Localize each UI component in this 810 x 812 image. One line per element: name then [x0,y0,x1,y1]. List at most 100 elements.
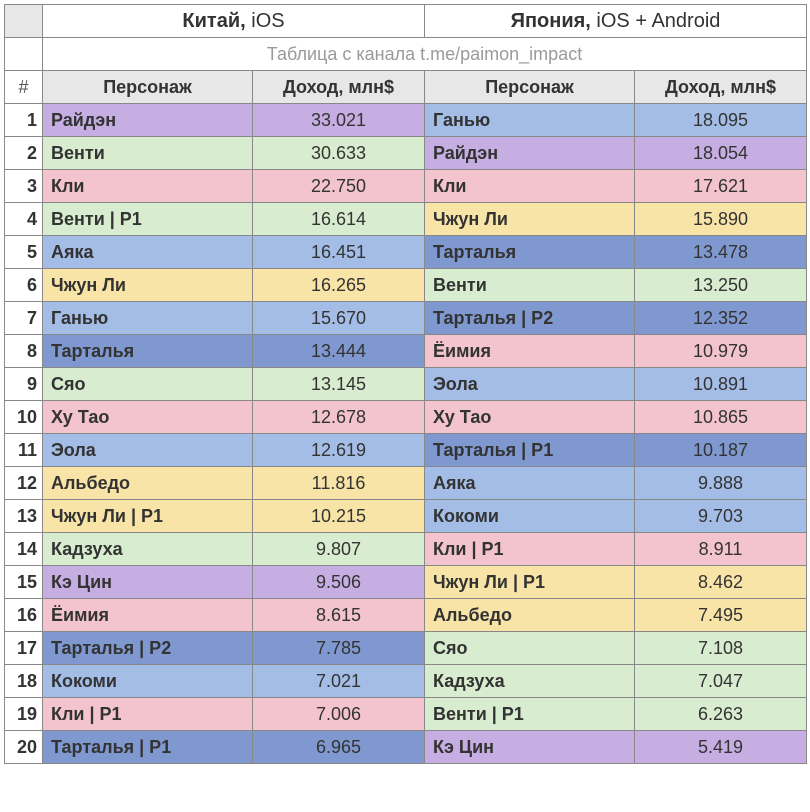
rank-cell: 13 [5,500,43,533]
char-cell-jp: Ёимия [425,335,635,368]
rev-cell-jp: 7.495 [635,599,807,632]
region-name-japan: Япония, [511,10,591,32]
char-cell-cn: Ганью [43,302,253,335]
char-cell-cn: Аяка [43,236,253,269]
table-body: 1Райдэн33.021Ганью18.0952Венти30.633Райд… [5,104,807,764]
table-row: 19Кли | Р17.006Венти | Р16.263 [5,698,807,731]
table-row: 11Эола12.619Тарталья | Р110.187 [5,434,807,467]
rev-cell-cn: 13.145 [253,368,425,401]
rank-cell: 5 [5,236,43,269]
rank-cell: 3 [5,170,43,203]
char-cell-cn: Кли | Р1 [43,698,253,731]
rev-cell-cn: 16.265 [253,269,425,302]
char-cell-cn: Альбедо [43,467,253,500]
table-row: 17Тарталья | Р27.785Сяо7.108 [5,632,807,665]
rev-cell-jp: 8.911 [635,533,807,566]
char-cell-cn: Чжун Ли [43,269,253,302]
rev-cell-jp: 5.419 [635,731,807,764]
rev-cell-jp: 18.095 [635,104,807,137]
subtitle-row: Таблица с канала t.me/paimon_impact [5,38,807,71]
region-platform-japan: iOS + Android [591,10,721,32]
table-row: 2Венти30.633Райдэн18.054 [5,137,807,170]
rank-header: # [5,71,43,104]
rev-cell-jp: 17.621 [635,170,807,203]
rev-cell-jp: 18.054 [635,137,807,170]
rev-cell-cn: 7.006 [253,698,425,731]
rev-cell-cn: 12.619 [253,434,425,467]
revenue-table: Китай, iOS Япония, iOS + Android Таблица… [4,4,807,764]
rank-cell: 20 [5,731,43,764]
char-cell-jp: Венти [425,269,635,302]
rev-cell-jp: 13.478 [635,236,807,269]
table-row: 7Ганью15.670Тарталья | Р212.352 [5,302,807,335]
rank-cell: 19 [5,698,43,731]
col-header-rev-cn: Доход, млн$ [253,71,425,104]
char-cell-cn: Чжун Ли | Р1 [43,500,253,533]
col-header-rev-jp: Доход, млн$ [635,71,807,104]
char-cell-jp: Эола [425,368,635,401]
table-row: 6Чжун Ли16.265Венти13.250 [5,269,807,302]
table-row: 1Райдэн33.021Ганью18.095 [5,104,807,137]
char-cell-jp: Тарталья | Р1 [425,434,635,467]
col-header-char-cn: Персонаж [43,71,253,104]
table-row: 3Кли22.750Кли17.621 [5,170,807,203]
rank-cell: 2 [5,137,43,170]
rev-cell-jp: 10.865 [635,401,807,434]
rank-cell: 9 [5,368,43,401]
char-cell-jp: Кэ Цин [425,731,635,764]
char-cell-jp: Сяо [425,632,635,665]
table-row: 4Венти | Р116.614Чжун Ли15.890 [5,203,807,236]
char-cell-cn: Ёимия [43,599,253,632]
rank-cell: 14 [5,533,43,566]
char-cell-jp: Чжун Ли | Р1 [425,566,635,599]
rev-cell-jp: 10.187 [635,434,807,467]
char-cell-jp: Венти | Р1 [425,698,635,731]
rank-cell: 15 [5,566,43,599]
column-header-row: # Персонаж Доход, млн$ Персонаж Доход, м… [5,71,807,104]
char-cell-jp: Ганью [425,104,635,137]
rev-cell-jp: 12.352 [635,302,807,335]
table-row: 13Чжун Ли | Р110.215Кокоми9.703 [5,500,807,533]
rank-cell: 17 [5,632,43,665]
table-row: 14Кадзуха9.807Кли | Р18.911 [5,533,807,566]
char-cell-cn: Тарталья | Р2 [43,632,253,665]
rank-cell: 4 [5,203,43,236]
rev-cell-jp: 7.108 [635,632,807,665]
rev-cell-cn: 9.807 [253,533,425,566]
region-platform-china: iOS [246,10,285,32]
char-cell-cn: Кадзуха [43,533,253,566]
region-header-china: Китай, iOS [43,5,425,38]
rev-cell-cn: 6.965 [253,731,425,764]
char-cell-jp: Аяка [425,467,635,500]
rev-cell-jp: 13.250 [635,269,807,302]
char-cell-cn: Райдэн [43,104,253,137]
rev-cell-cn: 9.506 [253,566,425,599]
char-cell-cn: Ху Тао [43,401,253,434]
rev-cell-jp: 10.979 [635,335,807,368]
region-name-china: Китай, [182,10,245,32]
char-cell-jp: Кли [425,170,635,203]
char-cell-cn: Венти [43,137,253,170]
rev-cell-cn: 33.021 [253,104,425,137]
table-row: 16Ёимия8.615Альбедо7.495 [5,599,807,632]
char-cell-jp: Ху Тао [425,401,635,434]
rev-cell-cn: 16.451 [253,236,425,269]
rev-cell-cn: 10.215 [253,500,425,533]
char-cell-jp: Кли | Р1 [425,533,635,566]
rev-cell-cn: 15.670 [253,302,425,335]
char-cell-jp: Кокоми [425,500,635,533]
corner-blank [5,5,43,38]
rank-cell: 1 [5,104,43,137]
char-cell-cn: Эола [43,434,253,467]
rev-cell-jp: 9.703 [635,500,807,533]
rev-cell-cn: 8.615 [253,599,425,632]
rank-cell: 12 [5,467,43,500]
char-cell-jp: Райдэн [425,137,635,170]
char-cell-cn: Тарталья [43,335,253,368]
char-cell-jp: Чжун Ли [425,203,635,236]
table-row: 10Ху Тао12.678Ху Тао10.865 [5,401,807,434]
subtitle-text: Таблица с канала t.me/paimon_impact [43,38,807,71]
corner-blank [5,38,43,71]
rev-cell-cn: 7.785 [253,632,425,665]
rev-cell-jp: 10.891 [635,368,807,401]
